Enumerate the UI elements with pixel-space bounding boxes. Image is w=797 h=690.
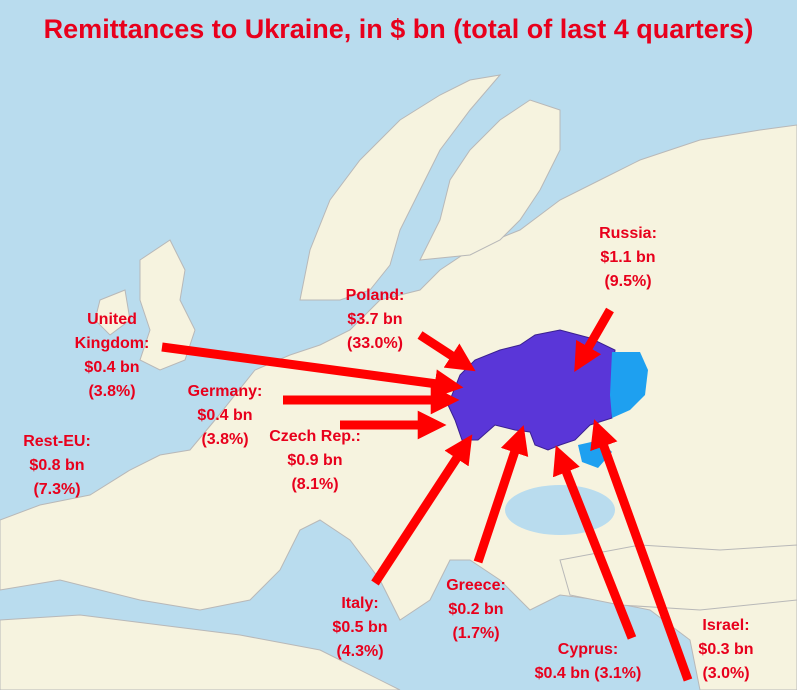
title: Remittances to Ukraine, in $ bn (total o… (43, 14, 754, 44)
amount: $0.2 bn (448, 601, 504, 618)
arrow (417, 331, 476, 372)
flow-label: Germany: $0.4 bn (3.8%) (165, 380, 285, 452)
country: Greece: (446, 577, 506, 594)
country: Cyprus: (557, 641, 619, 658)
arrow (473, 425, 529, 564)
occupied-east (610, 352, 648, 418)
flow-label: Czech Rep.: $0.9 bn (8.1%) (255, 425, 375, 497)
amount: $0.4 bn (84, 359, 140, 376)
arrow (590, 419, 693, 682)
share: (3.8%) (88, 383, 136, 400)
value-line: $0.4 bn (3.1%) (488, 662, 688, 686)
arrows (161, 307, 693, 682)
flow-label: Rest-EU: $0.8 bn (7.3%) (7, 430, 107, 502)
arrow (574, 307, 614, 372)
country: Russia: (599, 225, 657, 242)
amount: $0.3 bn (698, 641, 754, 658)
country: Poland: (345, 287, 405, 304)
country: Rest-EU: (23, 433, 91, 450)
country: United Kingdom: (74, 311, 150, 352)
share: (1.7%) (452, 625, 500, 642)
country: Israel: (702, 617, 750, 634)
share: (3.8%) (201, 431, 249, 448)
flow-label: Greece: $0.2 bn (1.7%) (426, 574, 526, 646)
share: (3.1%) (594, 665, 642, 682)
amount: $0.4 bn (534, 665, 590, 682)
flow-label: Italy: $0.5 bn (4.3%) (310, 592, 410, 664)
flow-label: Cyprus: $0.4 bn (3.1%) (488, 638, 688, 686)
amount: $0.4 bn (197, 407, 253, 424)
black-sea (505, 485, 615, 535)
flow-label: Poland: $3.7 bn (33.0%) (320, 284, 430, 356)
share: (7.3%) (33, 481, 81, 498)
amount: $0.5 bn (332, 619, 388, 636)
flow-label: Russia: $1.1 bn (9.5%) (573, 222, 683, 294)
ukraine (447, 329, 616, 451)
country: Czech Rep.: (269, 428, 361, 445)
amount: $3.7 bn (347, 311, 403, 328)
arrow (552, 445, 637, 640)
flow-label: United Kingdom: $0.4 bn (3.8%) (62, 308, 162, 404)
share: (9.5%) (604, 273, 652, 290)
share: (33.0%) (346, 335, 404, 352)
amount: $1.1 bn (600, 249, 656, 266)
share: (3.0%) (702, 665, 750, 682)
arrow (371, 434, 473, 586)
share: (8.1%) (291, 476, 339, 493)
amount: $0.9 bn (287, 452, 343, 469)
amount: $0.8 bn (29, 457, 85, 474)
country: Italy: (341, 595, 379, 612)
share: (4.3%) (336, 643, 384, 660)
country: Germany: (187, 383, 263, 400)
arrow (161, 342, 464, 398)
flow-label: Israel: $0.3 bn (3.0%) (676, 614, 776, 686)
